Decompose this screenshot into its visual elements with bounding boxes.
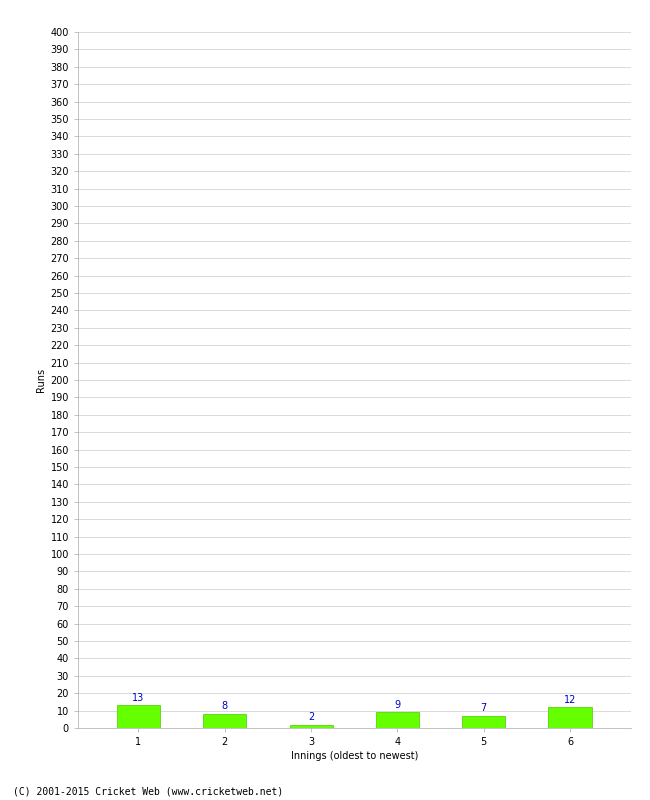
- Bar: [203, 714, 246, 728]
- Text: 12: 12: [564, 694, 577, 705]
- Text: 9: 9: [395, 700, 400, 710]
- Bar: [376, 712, 419, 728]
- Bar: [289, 725, 333, 728]
- X-axis label: Innings (oldest to newest): Innings (oldest to newest): [291, 751, 418, 761]
- Bar: [549, 707, 592, 728]
- Bar: [117, 706, 160, 728]
- Text: 13: 13: [133, 693, 144, 702]
- Text: (C) 2001-2015 Cricket Web (www.cricketweb.net): (C) 2001-2015 Cricket Web (www.cricketwe…: [13, 786, 283, 796]
- Y-axis label: Runs: Runs: [36, 368, 46, 392]
- Bar: [462, 716, 505, 728]
- Text: 2: 2: [308, 712, 314, 722]
- Text: 8: 8: [222, 702, 227, 711]
- Text: 7: 7: [480, 703, 487, 714]
